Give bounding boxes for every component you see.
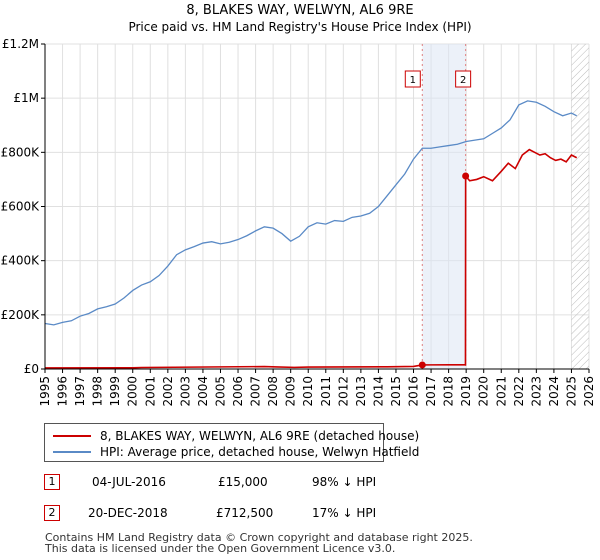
chart-title: 8, BLAKES WAY, WELWYN, AL6 9RE: [186, 3, 413, 18]
x-tick-label: 2012: [336, 376, 350, 407]
footer-licence: This data is licensed under the Open Gov…: [45, 542, 396, 555]
x-tick-label: 2017: [424, 376, 438, 407]
y-tick-label: £1.2M: [2, 37, 39, 51]
y-tick-label: £1M: [13, 91, 39, 105]
transaction-callout: 1: [404, 70, 421, 88]
transaction-hpi-delta: 17% ↓ HPI: [312, 506, 377, 520]
hpi-line: [45, 100, 578, 326]
x-tick-label: 2011: [319, 376, 333, 407]
x-tick-label: 2025: [564, 376, 578, 407]
x-tick-label: 1998: [91, 376, 105, 407]
x-tick-label: 2010: [301, 376, 315, 407]
x-tick-label: 2009: [284, 376, 298, 407]
transaction-badge: 1: [44, 474, 60, 490]
legend-label-hpi: HPI: Average price, detached house, Welw…: [100, 445, 420, 459]
ownership-shaded-band: [422, 44, 466, 369]
transaction-hpi-delta: 98% ↓ HPI: [312, 475, 377, 489]
x-tick-label: 2023: [529, 376, 543, 407]
x-tick-label: 1996: [56, 376, 70, 407]
x-tick-label: 2020: [477, 376, 491, 407]
x-tick-label: 1997: [73, 376, 87, 407]
y-tick-label: £800K: [1, 145, 41, 159]
transaction-callout-label: 1: [410, 75, 416, 86]
x-tick-label: 2024: [547, 376, 561, 407]
x-tick-label: 2006: [231, 376, 245, 407]
transaction-callout-box: [404, 70, 421, 88]
x-tick-label: 2015: [389, 376, 403, 407]
x-tick-label: 1995: [38, 376, 52, 407]
x-tick-label: 2004: [196, 376, 210, 407]
price-paid-line: [45, 148, 578, 369]
legend-label-property: 8, BLAKES WAY, WELWYN, AL6 9RE (detached…: [100, 429, 420, 443]
legend: 8, BLAKES WAY, WELWYN, AL6 9RE (detached…: [44, 423, 419, 462]
transaction-callout-label: 2: [460, 75, 466, 86]
x-tick-label: 2013: [354, 376, 368, 407]
x-tick-label: 2021: [494, 376, 508, 407]
x-tick-label: 1999: [108, 376, 122, 407]
transaction-date: 20-DEC-2018: [88, 506, 168, 520]
x-tick-label: 2022: [512, 376, 526, 407]
x-tick-label: 2014: [371, 376, 385, 407]
x-tick-label: 2002: [161, 376, 175, 407]
y-tick-label: £600K: [1, 200, 41, 214]
x-tick-label: 2007: [249, 376, 263, 407]
x-tick-label: 2005: [213, 376, 227, 407]
y-tick-label: £400K: [1, 254, 41, 268]
x-tick-label: 2026: [582, 376, 596, 407]
x-tick-label: 2019: [459, 376, 473, 407]
transaction-point: [462, 172, 470, 180]
transaction-callout: 2: [455, 70, 472, 88]
transaction-callout-box: [455, 70, 472, 88]
y-tick-label: £200K: [1, 308, 41, 322]
forecast-hatch: [571, 44, 589, 369]
y-tick-label: £0: [24, 362, 39, 376]
transaction-price: £15,000: [218, 475, 268, 489]
x-tick-label: 2018: [442, 376, 456, 407]
x-tick-label: 2016: [407, 376, 421, 407]
x-tick-label: 2000: [126, 376, 140, 407]
transaction-price: £712,500: [216, 506, 274, 520]
x-tick-label: 2001: [143, 376, 157, 407]
transaction-date: 04-JUL-2016: [92, 475, 166, 489]
chart-subtitle: Price paid vs. HM Land Registry's House …: [128, 20, 471, 34]
legend-swatch-property: [53, 435, 91, 437]
x-tick-label: 2008: [266, 376, 280, 407]
transaction-point: [418, 361, 426, 369]
transaction-badge: 2: [44, 505, 60, 521]
x-tick-label: 2003: [178, 376, 192, 407]
footer-copyright: Contains HM Land Registry data © Crown c…: [45, 531, 473, 544]
legend-swatch-hpi: [53, 451, 91, 453]
